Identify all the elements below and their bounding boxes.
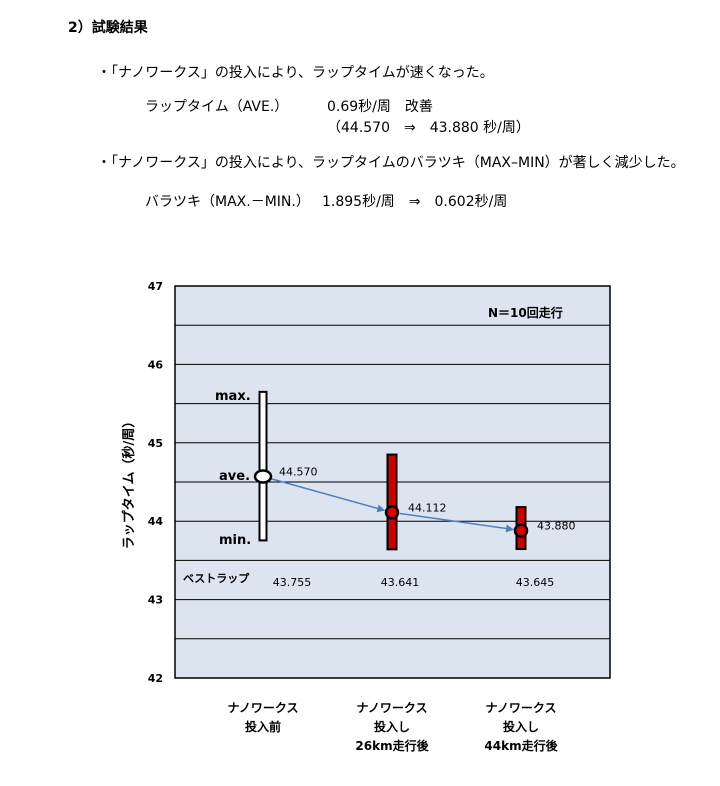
- y-tick-label: 45: [148, 437, 163, 450]
- average-value-label: 44.112: [408, 501, 447, 514]
- label-max: max.: [215, 389, 251, 404]
- category-label: 投入し: [503, 719, 539, 734]
- y-tick-label: 46: [148, 358, 164, 371]
- best-lap-value: 43.641: [381, 576, 420, 589]
- section-heading: 2）試験結果: [68, 20, 148, 36]
- category-label: 投入し: [374, 719, 410, 734]
- range-bar: [386, 453, 398, 551]
- label-ave: ave.: [219, 469, 250, 484]
- bullet-spread-reduced: ・「ナノワークス」の投入により、ラップタイムのバラツキ（MAX–MIN）が著しく…: [97, 155, 685, 171]
- average-trend-line: [399, 512, 515, 533]
- y-tick-label: 43: [148, 594, 163, 607]
- best-lap-value: 43.645: [516, 576, 555, 589]
- y-tick-label: 44: [148, 515, 164, 528]
- category-label: ナノワークス: [485, 701, 556, 715]
- average-trend-line: [270, 477, 386, 513]
- average-marker: [253, 469, 273, 484]
- average-value-label: 43.880: [537, 520, 576, 533]
- y-tick-label: 42: [148, 672, 163, 685]
- spread-value: 1.895秒/周 ⇒ 0.602秒/周: [322, 194, 508, 210]
- range-bar: [258, 390, 268, 542]
- label-min: min.: [219, 533, 251, 548]
- bullet-laptime-improved: ・「ナノワークス」の投入により、ラップタイムが速くなった。: [97, 65, 494, 81]
- spread-label: バラツキ（MAX.－MIN.）: [145, 194, 310, 210]
- laptime-ave-label: ラップタイム（AVE.）: [145, 99, 289, 115]
- y-tick-label: 47: [148, 280, 163, 293]
- category-label: ナノワークス: [356, 701, 427, 715]
- category-label: 26km走行後: [355, 738, 429, 753]
- best-lap-title: ベストラップ: [183, 571, 250, 585]
- best-lap-value: 43.755: [273, 576, 312, 589]
- category-label: 投入前: [245, 719, 281, 734]
- category-label: ナノワークス: [227, 701, 298, 715]
- y-axis-label: ラップタイム（秒/周）: [121, 415, 137, 550]
- average-value-label: 44.570: [279, 466, 318, 479]
- laptime-ave-detail: （44.570 ⇒ 43.880 秒/周）: [327, 120, 530, 136]
- annotation-n: N＝10回走行: [488, 305, 563, 320]
- laptime-ave-value: 0.69秒/周 改善: [327, 99, 433, 115]
- average-marker: [513, 523, 529, 538]
- average-marker: [384, 505, 400, 520]
- category-label: 44km走行後: [484, 738, 558, 753]
